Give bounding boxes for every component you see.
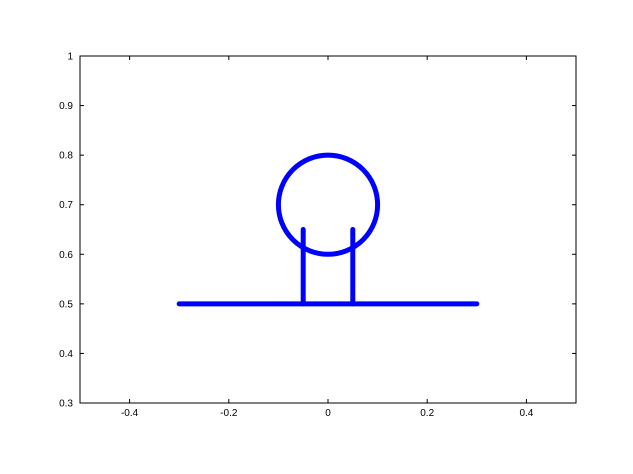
y-tick-label: 0.8 — [59, 151, 73, 162]
y-tick-label: 1 — [67, 52, 73, 63]
y-tick-label: 0.3 — [59, 399, 73, 410]
x-tick-label: 0 — [325, 408, 331, 419]
x-tick-label: 0.4 — [519, 408, 533, 419]
series — [176, 152, 480, 307]
y-tick-label: 0.6 — [59, 250, 73, 261]
x-tick-label: -0.4 — [121, 408, 139, 419]
y-tick-label: 0.9 — [59, 101, 73, 112]
x-tick-label: -0.2 — [220, 408, 238, 419]
axes-frame — [79, 55, 577, 404]
series-circle — [275, 152, 381, 257]
ticks: -0.4 -0.2 0 0.2 0.4 0.3 0.4 0.5 0.6 0.7 0.8 0.9 1 — [59, 52, 576, 419]
y-tick-label: 0.7 — [59, 200, 73, 211]
x-tick-label: 0.2 — [420, 408, 434, 419]
y-tick-label: 0.4 — [59, 349, 73, 360]
y-tick-label: 0.5 — [59, 299, 73, 310]
